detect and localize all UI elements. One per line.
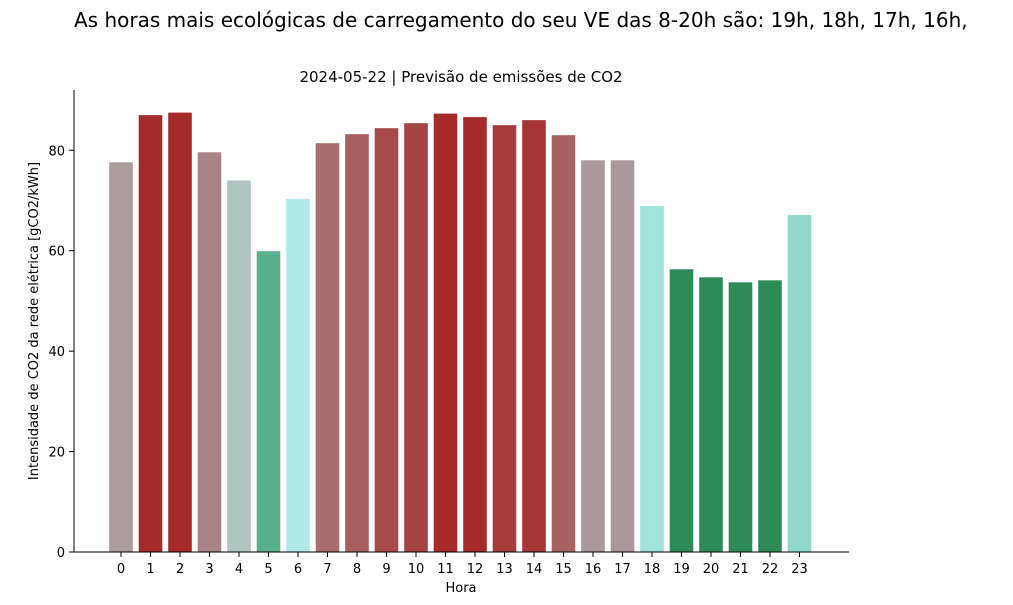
y-tick-label: 0 (57, 546, 65, 561)
x-tick-label: 7 (323, 562, 331, 577)
bar-hour-10 (404, 123, 428, 552)
bar-hour-22 (758, 280, 782, 552)
y-tick-label: 80 (48, 144, 65, 159)
bar-hour-18 (640, 206, 664, 552)
y-tick-label: 40 (48, 345, 65, 360)
x-tick-label: 2 (176, 562, 184, 577)
chart-title: 2024-05-22 | Previsão de emissões de CO2 (299, 68, 622, 86)
bar-hour-21 (728, 282, 753, 552)
bar-hour-23 (787, 215, 812, 553)
x-tick-label: 22 (762, 562, 779, 577)
x-tick-label: 12 (467, 562, 484, 577)
bar-hour-3 (197, 152, 222, 552)
x-tick-label: 23 (791, 562, 808, 577)
y-axis-ticks: 0 20 40 60 80 (48, 144, 74, 561)
y-tick-label: 20 (48, 446, 65, 461)
bar-hour-7 (315, 143, 340, 553)
x-tick-label: 19 (673, 562, 690, 577)
x-tick-label: 8 (353, 562, 361, 577)
x-tick-label: 14 (526, 562, 543, 577)
bar-hour-2 (168, 112, 192, 552)
y-tick-label: 60 (48, 245, 65, 260)
bar-hour-0 (109, 162, 133, 552)
bar-hour-5 (256, 251, 281, 552)
bar-hour-14 (522, 120, 546, 552)
bar-hour-17 (610, 160, 635, 553)
chart-suptitle: As horas mais ecológicas de carregamento… (74, 8, 968, 32)
bar-hour-13 (492, 125, 517, 553)
bar-hour-6 (286, 198, 310, 552)
x-tick-label: 15 (555, 562, 572, 577)
x-tick-label: 11 (437, 562, 454, 577)
x-tick-label: 18 (644, 562, 661, 577)
bar-hour-19 (669, 269, 694, 552)
bar-hour-1 (138, 115, 163, 553)
bar-hour-9 (374, 128, 399, 553)
bar-hour-15 (551, 135, 576, 552)
x-tick-label: 4 (235, 562, 243, 577)
bar-hour-11 (433, 113, 458, 552)
x-tick-label: 3 (205, 562, 213, 577)
x-tick-label: 17 (614, 562, 631, 577)
x-tick-label: 6 (294, 562, 302, 577)
x-tick-label: 20 (703, 562, 720, 577)
x-tick-label: 21 (732, 562, 749, 577)
bar-hour-16 (581, 160, 605, 553)
x-tick-label: 10 (408, 562, 425, 577)
x-axis-ticks: 0 1 2 3 4 5 6 7 8 9 10 11 12 13 14 15 16 17 18 19 20 21 22 23 (117, 552, 808, 577)
bar-group (109, 112, 812, 553)
bar-hour-8 (345, 134, 369, 552)
y-axis-label: Intensidade de CO2 da rede elétrica [gCO… (27, 162, 42, 480)
x-tick-label: 0 (117, 562, 125, 577)
x-axis-label: Hora (445, 581, 476, 596)
bar-hour-4 (227, 180, 251, 552)
bar-hour-12 (463, 117, 487, 553)
bar-hour-20 (699, 277, 723, 552)
x-tick-label: 13 (496, 562, 513, 577)
x-tick-label: 16 (585, 562, 602, 577)
x-tick-label: 1 (146, 562, 154, 577)
x-tick-label: 5 (264, 562, 272, 577)
x-tick-label: 9 (382, 562, 390, 577)
